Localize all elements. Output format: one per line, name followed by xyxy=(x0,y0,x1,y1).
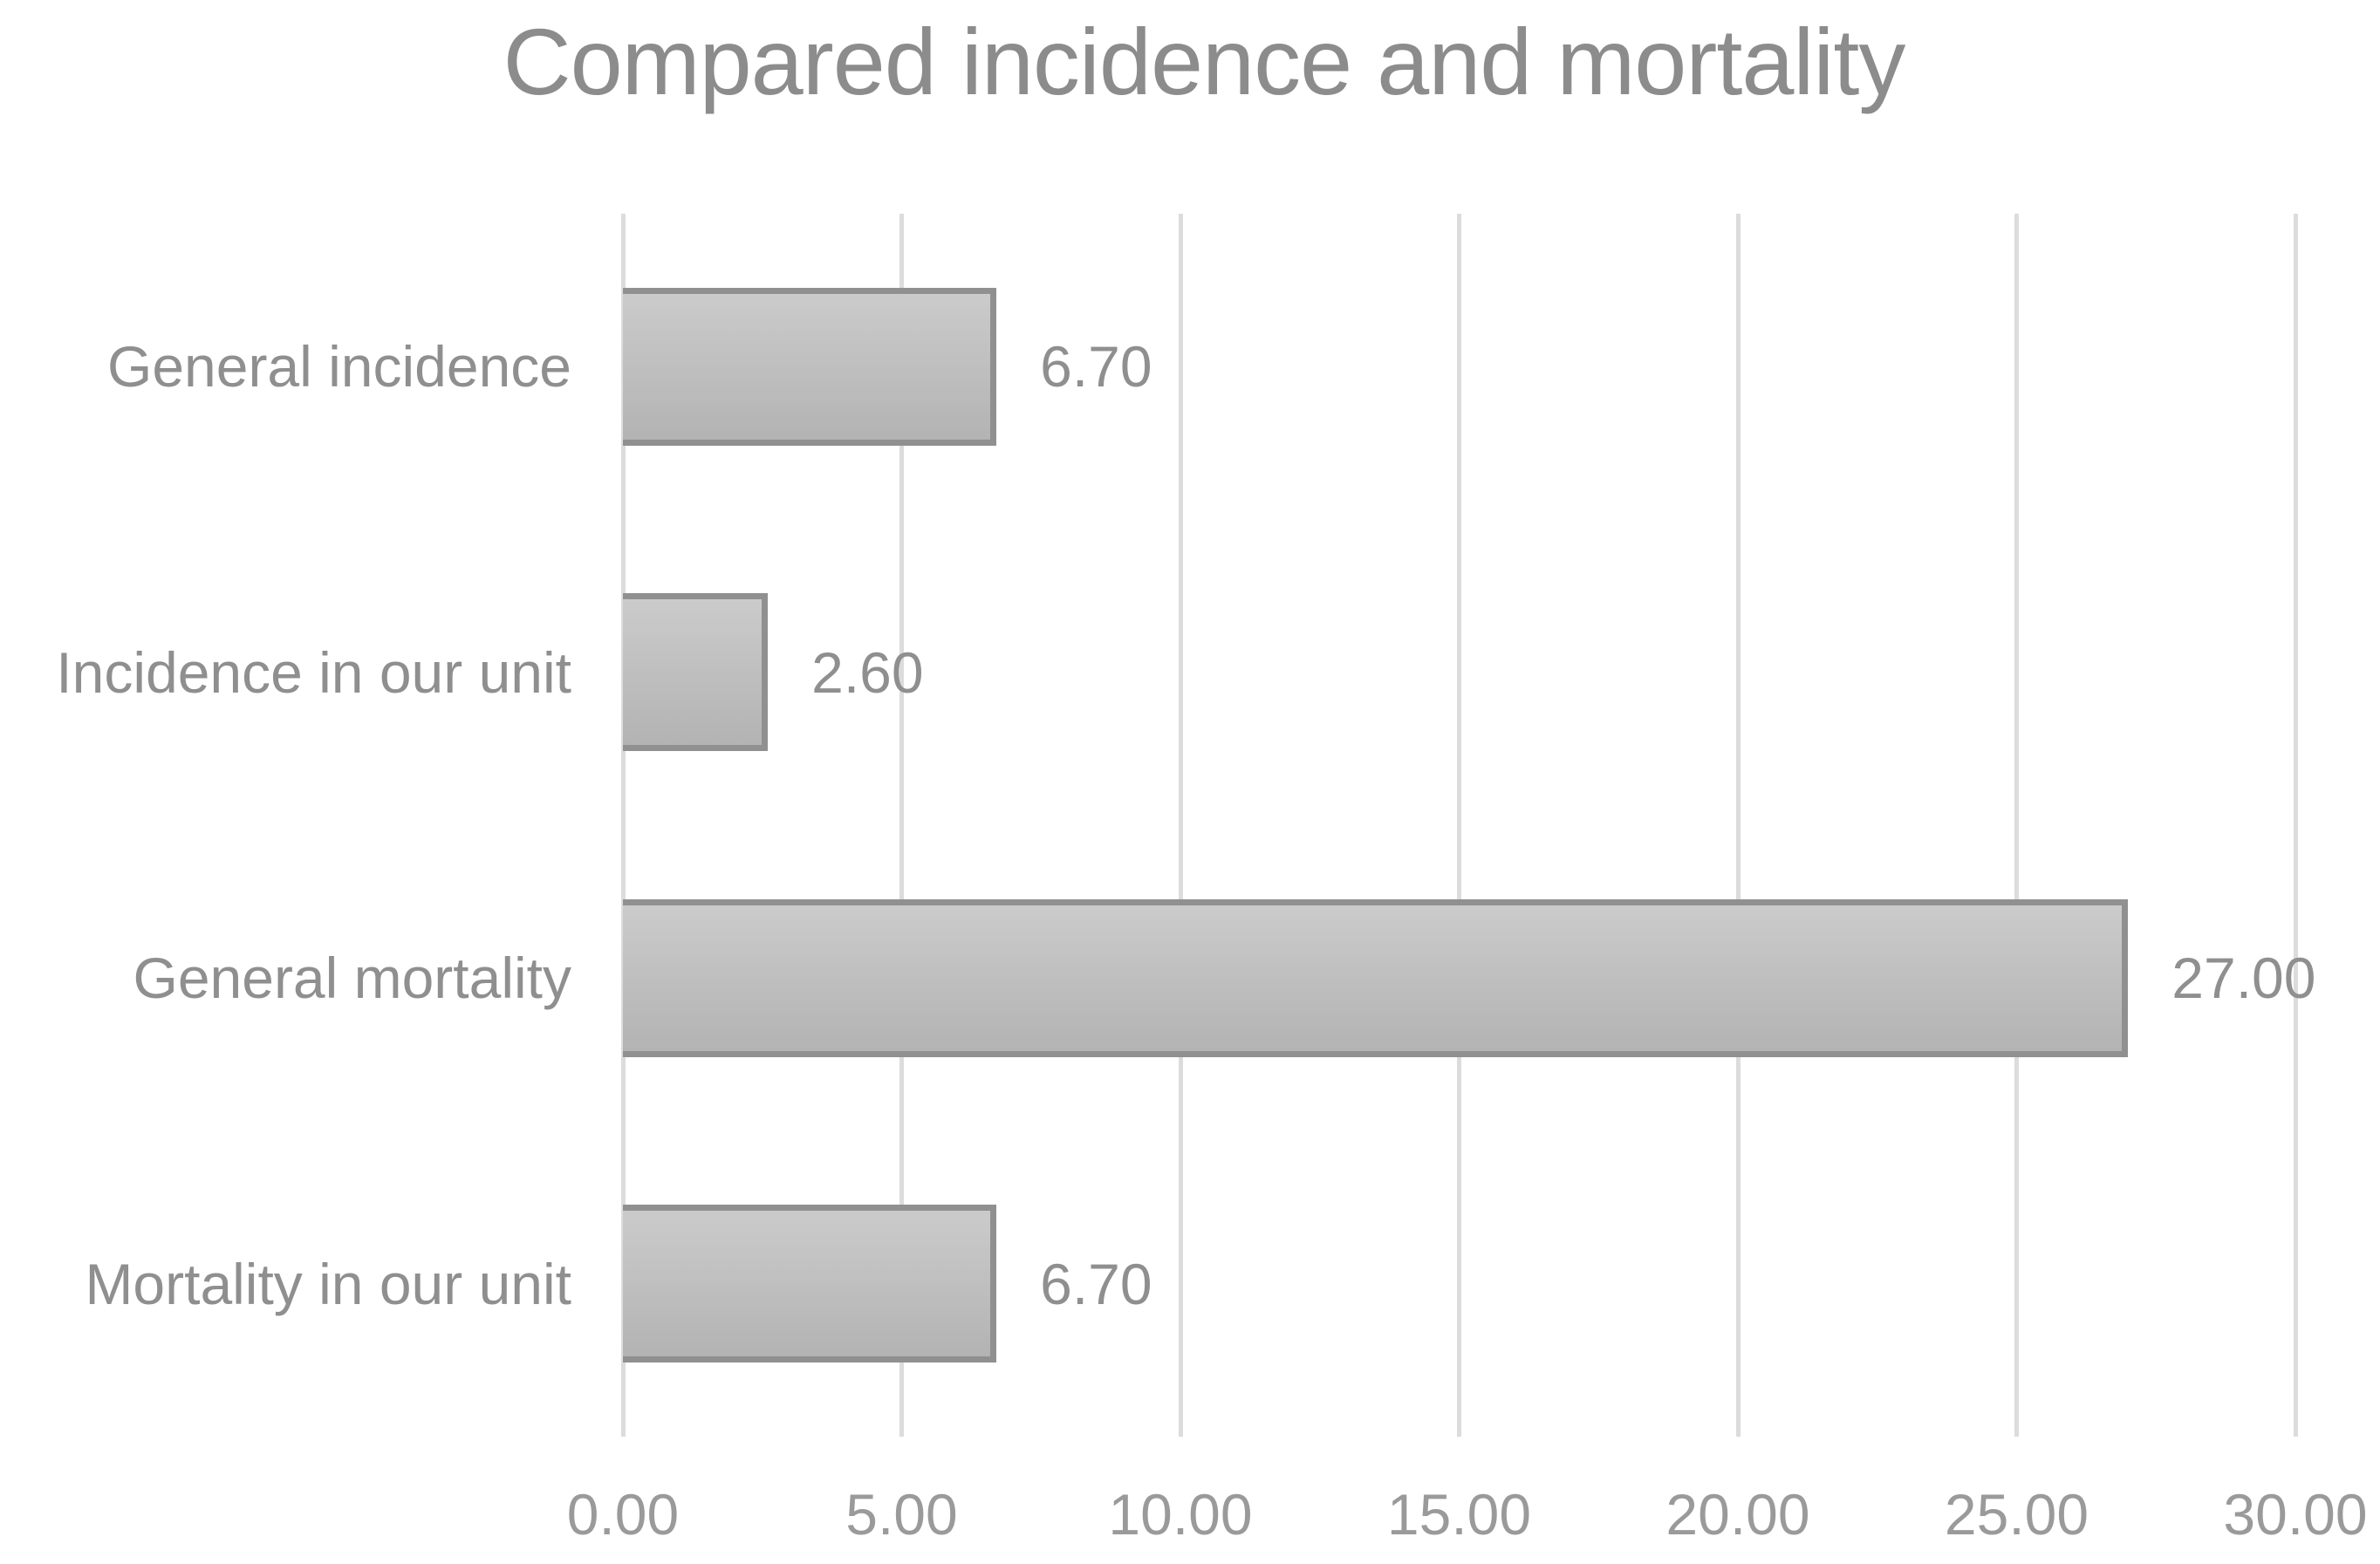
gridline xyxy=(2014,214,2019,1437)
gridline xyxy=(1735,214,1741,1437)
value-label: 6.70 xyxy=(1040,334,1152,400)
chart-title: Compared incidence and mortality xyxy=(503,9,1906,114)
gridline xyxy=(1178,214,1183,1437)
gridline xyxy=(620,214,626,1437)
bar-general-mortality xyxy=(623,898,2129,1057)
bar-mortality-in-our-unit xyxy=(623,1205,997,1363)
x-axis-tick-label: 10.00 xyxy=(1108,1482,1253,1547)
gridline xyxy=(899,214,904,1437)
gridline xyxy=(2293,214,2298,1437)
x-axis-tick-label: 0.00 xyxy=(566,1482,680,1547)
x-axis-tick-label: 15.00 xyxy=(1386,1482,1532,1547)
value-label: 2.60 xyxy=(811,639,924,705)
x-axis-tick-label: 30.00 xyxy=(2223,1482,2368,1547)
value-label: 27.00 xyxy=(2171,946,2316,1011)
category-label: General incidence xyxy=(107,334,571,400)
category-label: Mortality in our unit xyxy=(85,1251,571,1316)
category-label: General mortality xyxy=(133,946,571,1011)
x-axis-tick-label: 5.00 xyxy=(845,1482,958,1547)
value-label: 6.70 xyxy=(1040,1251,1152,1316)
bar-incidence-in-our-unit xyxy=(623,593,769,752)
x-axis-tick-label: 20.00 xyxy=(1665,1482,1810,1547)
bar-general-incidence xyxy=(623,287,997,446)
category-label: Incidence in our unit xyxy=(56,639,571,705)
x-axis-tick-label: 25.00 xyxy=(1944,1482,2089,1547)
gridline xyxy=(1457,214,1461,1437)
